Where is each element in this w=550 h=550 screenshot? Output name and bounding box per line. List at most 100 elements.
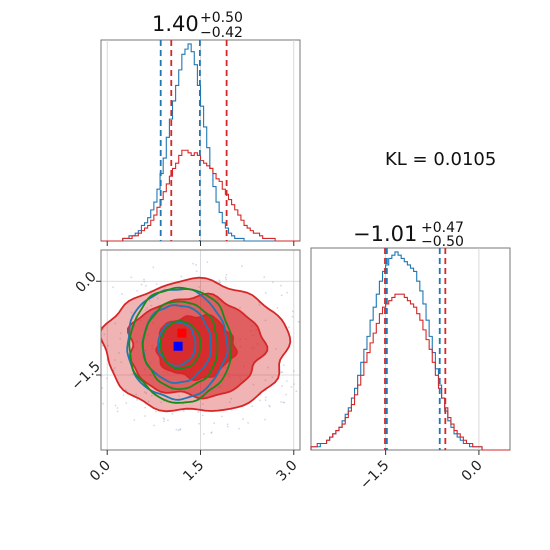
scatter-point bbox=[167, 419, 169, 422]
scatter-point bbox=[218, 279, 221, 282]
scatter-point bbox=[287, 326, 290, 329]
scatter-point bbox=[114, 359, 116, 361]
scatter-point bbox=[136, 398, 138, 401]
marker_blue-truth-marker bbox=[173, 341, 183, 351]
scatter-point bbox=[198, 286, 200, 288]
scatter-point bbox=[224, 276, 227, 279]
scatter-point bbox=[264, 418, 266, 421]
scatter-point bbox=[195, 270, 198, 273]
scatter-point bbox=[316, 350, 318, 352]
scatter-point bbox=[225, 278, 228, 281]
param1-title-plus: +0.50 bbox=[200, 10, 243, 26]
param1-title-minus: −0.42 bbox=[200, 25, 243, 41]
scatter-point bbox=[119, 332, 122, 334]
contour-layers bbox=[79, 261, 318, 435]
marker_red-truth-marker bbox=[177, 328, 187, 338]
blue-contour-level-1 bbox=[126, 288, 229, 401]
kl-annotation: KL = 0.0105 bbox=[385, 149, 496, 170]
scatter-point bbox=[276, 307, 279, 309]
scatter-point bbox=[264, 319, 267, 322]
scatter-point bbox=[297, 320, 300, 323]
scatter-point bbox=[259, 399, 261, 402]
scatter-point bbox=[144, 415, 147, 417]
param1-title: 1.40 bbox=[152, 12, 199, 36]
scatter-point bbox=[121, 293, 123, 295]
scatter-point bbox=[281, 385, 283, 387]
scatter-point bbox=[155, 283, 158, 286]
scatter-point bbox=[202, 289, 204, 292]
scatter-point bbox=[285, 380, 288, 382]
scatter-point bbox=[163, 418, 166, 421]
scatter-point bbox=[79, 345, 81, 347]
scatter-point bbox=[101, 387, 104, 389]
blue-histogram-series bbox=[310, 251, 510, 451]
scatter-point bbox=[153, 424, 156, 427]
x-tick-label: 0.0 bbox=[459, 458, 486, 485]
scatter-point bbox=[210, 432, 213, 434]
scatter-point bbox=[177, 429, 180, 432]
scatter-point bbox=[152, 266, 155, 269]
scatter-point bbox=[210, 431, 213, 434]
red-histogram-series bbox=[310, 293, 510, 451]
scatter-point bbox=[145, 284, 147, 287]
scatter-point bbox=[226, 423, 229, 426]
scatter-point bbox=[175, 428, 178, 431]
scatter-point bbox=[303, 376, 305, 378]
scatter-point bbox=[225, 273, 228, 276]
scatter-point bbox=[162, 417, 165, 420]
scatter-point bbox=[130, 311, 133, 314]
scatter-point bbox=[102, 402, 105, 405]
histogram-panel-param1: 1.40 +0.50 −0.42 bbox=[100, 10, 301, 246]
scatter-point bbox=[85, 330, 87, 332]
scatter-point bbox=[251, 405, 254, 408]
scatter-point bbox=[226, 425, 229, 428]
scatter-point bbox=[122, 394, 125, 396]
green-contour-level-3 bbox=[159, 319, 202, 370]
histogram-panel-param2: −1.5 0.0 −1.01 +0.47 −0.50 bbox=[310, 220, 511, 493]
scatter-point bbox=[268, 404, 271, 407]
y-tick-label: 0.0 bbox=[73, 269, 100, 296]
scatter-point bbox=[242, 418, 244, 421]
scatter-point bbox=[311, 335, 313, 337]
blue-contour-level-3 bbox=[157, 321, 197, 367]
scatter-point bbox=[143, 391, 146, 394]
scatter-point bbox=[133, 419, 136, 421]
scatter-point bbox=[116, 410, 119, 413]
scatter-point bbox=[103, 333, 106, 336]
scatter-point bbox=[154, 410, 157, 413]
scatter-point bbox=[198, 422, 201, 425]
scatter-point bbox=[119, 337, 122, 340]
param2-title: −1.01 bbox=[353, 222, 417, 246]
scatter-point bbox=[182, 410, 185, 412]
green-contour-level-2 bbox=[141, 300, 219, 391]
scatter-point bbox=[116, 407, 119, 409]
scatter-point bbox=[105, 377, 108, 380]
scatter-point bbox=[202, 433, 205, 435]
scatter-point bbox=[238, 427, 240, 430]
scatter-point bbox=[291, 310, 294, 313]
scatter-point bbox=[295, 390, 298, 393]
scatter-point bbox=[313, 369, 315, 371]
scatter-point bbox=[202, 403, 204, 405]
green-contour-level-1 bbox=[128, 286, 233, 404]
scatter-point bbox=[107, 344, 110, 347]
scatter-point bbox=[271, 281, 274, 283]
param2-title-median: −1.01 bbox=[353, 222, 417, 246]
scatter-point bbox=[280, 371, 283, 374]
scatter-point bbox=[89, 314, 91, 316]
scatter-point bbox=[213, 422, 216, 425]
y-tick-label: −1.5 bbox=[68, 358, 103, 393]
scatter-point bbox=[160, 401, 163, 404]
scatter-point bbox=[98, 377, 100, 379]
scatter-point bbox=[280, 284, 282, 287]
scatter-point bbox=[301, 368, 303, 370]
x-tick-label: 0.0 bbox=[87, 458, 114, 485]
scatter-point bbox=[264, 399, 267, 401]
scatter-point bbox=[143, 280, 146, 283]
contour-panel: 0.0 1.5 3.0 0.0 −1.5 bbox=[68, 249, 318, 485]
scatter-point bbox=[228, 401, 231, 404]
scatter-point bbox=[156, 297, 159, 300]
scatter-point bbox=[314, 346, 316, 348]
param2-title-minus: −0.50 bbox=[421, 234, 464, 250]
